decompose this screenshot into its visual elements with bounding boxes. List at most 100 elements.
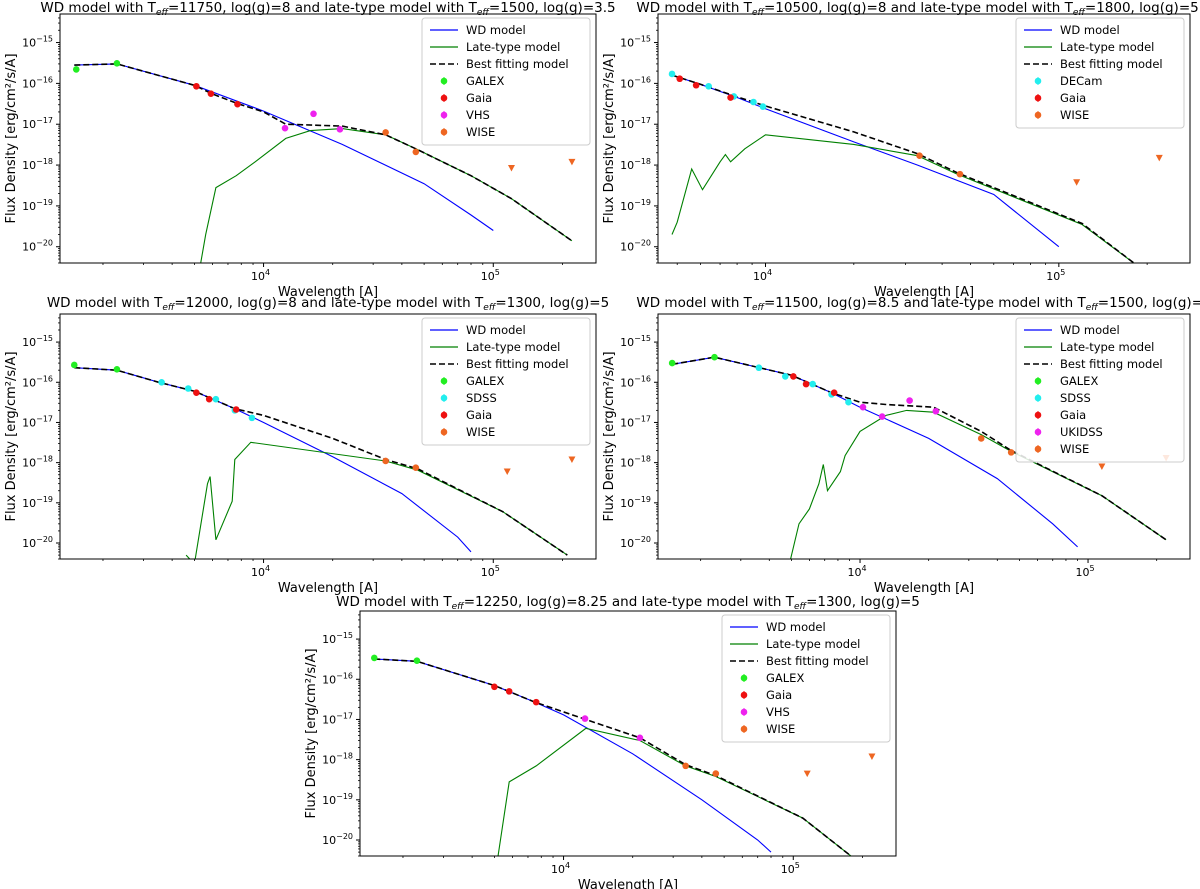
data-point-vhs [581,715,589,722]
title-segment: WD model with T [336,594,452,610]
tick-base: 10 [620,200,634,213]
legend-marker-gaia [440,94,448,102]
legend-label: WD model [766,620,826,634]
tick-exponent: −20 [634,535,651,544]
chart-title: WD model with Teff=11750, log(g)=8 and l… [40,0,615,18]
y-tick-label: 10−16 [22,75,53,90]
legend: WD model Late-type model Best fitting mode… [1015,317,1185,463]
upper-limit-marker [568,456,576,463]
chart-panel-1: WD model with Teff=11750, log(g)=8 and l… [4,0,616,300]
tick-base: 10 [620,336,634,349]
data-point-galex [711,353,718,361]
data-point-gaia [234,100,241,108]
legend-label: SDSS [466,391,497,405]
legend-label: Gaia [1060,408,1086,422]
legend-label: SDSS [1060,391,1091,405]
title-subscript: eff [1073,8,1087,18]
series-line-best [671,74,1136,263]
y-tick-label: 10−17 [322,711,353,726]
tick-base: 10 [620,537,634,550]
legend-label: DECam [1060,74,1102,88]
y-axis-label: Flux Density [erg/cm²/s/A] [4,53,19,223]
tick-exponent: 5 [795,861,800,870]
plot-frame [657,13,1191,264]
legend-label: Best fitting model [466,357,569,371]
data-point-wise [712,770,720,777]
y-tick-label: 10−19 [322,792,353,807]
legend-label: Best fitting model [1060,57,1163,71]
x-axis-label: Wavelength [A] [278,285,378,300]
tick-base: 10 [847,566,861,579]
tick-exponent: −20 [336,832,353,841]
title-subscript: eff [452,602,466,612]
tick-exponent: 4 [565,861,570,870]
tick-base: 10 [322,633,336,646]
tick-base: 10 [620,376,634,389]
legend-marker-galex [440,377,448,385]
upper-limit-marker [1073,179,1081,186]
tick-exponent: 4 [265,564,270,573]
tick-exponent: −20 [36,535,53,544]
tick-exponent: −15 [634,334,651,343]
tick-exponent: −19 [36,198,53,207]
y-tick-label: 10−18 [620,455,651,470]
tick-exponent: −20 [36,239,53,248]
legend-marker-gaia [740,691,748,699]
data-point-wise [977,435,985,442]
y-tick-label: 10−20 [322,832,353,847]
tick-exponent: 5 [495,564,500,573]
y-tick-label: 10−19 [620,495,651,510]
tick-base: 10 [481,566,495,579]
tick-base: 10 [620,416,634,429]
data-point-sdss [781,373,789,380]
title-segment: =1300, log(g)=5 [806,594,920,610]
legend-marker-vhs [740,708,748,716]
upper-limit-marker [1155,154,1163,162]
legend-box [421,17,591,146]
legend-label: Gaia [466,408,492,422]
data-point-galex [113,366,121,373]
series-line-best [672,356,1167,541]
x-tick-label: 104 [753,268,772,283]
title-segment: WD model with T [636,295,752,311]
plot-area [70,361,576,559]
y-axis-label: Flux Density [erg/cm²/s/A] [4,351,19,521]
data-point-galex [370,654,378,662]
tick-exponent: −17 [36,414,53,423]
title-segment: =1300, log(g)=5 [495,295,609,311]
tick-base: 10 [1046,270,1060,283]
legend-marker-galex [440,77,448,85]
legend-label: WISE [1060,442,1089,456]
data-point-gaia [830,389,838,397]
legend-marker-galex [740,674,748,682]
x-tick-label: 104 [551,861,570,876]
tick-base: 10 [22,336,36,349]
legend-label: VHS [466,108,490,122]
upper-limit-marker [507,164,515,172]
y-tick-label: 10−18 [322,752,353,767]
tick-exponent: −16 [36,374,53,383]
chart-panel-2: WD model with Teff=10500, log(g)=8 and l… [602,0,1200,300]
tick-base: 10 [781,863,795,876]
data-point-sdss [755,364,763,372]
data-point-gaia [676,75,684,83]
x-tick-label: 105 [1046,268,1065,283]
tick-exponent: −20 [634,239,651,248]
tick-exponent: 5 [495,268,500,277]
tick-exponent: −15 [36,334,53,343]
tick-base: 10 [322,834,336,847]
data-point-gaia [532,698,540,706]
data-point-galex [413,657,421,664]
tick-exponent: −16 [36,75,53,84]
chart-title: WD model with Teff=12000, log(g)=8 and l… [47,295,609,313]
title-subscript: eff [752,8,766,18]
tick-exponent: −18 [36,157,53,166]
tick-base: 10 [22,416,36,429]
legend-marker-wise [440,128,448,136]
data-point-wise [916,152,923,159]
tick-exponent: −16 [336,671,353,680]
data-point-gaia [207,90,215,97]
legend-label: Late-type model [1060,340,1154,354]
tick-exponent: −17 [634,414,651,423]
x-axis-label: Wavelength [A] [278,581,378,596]
